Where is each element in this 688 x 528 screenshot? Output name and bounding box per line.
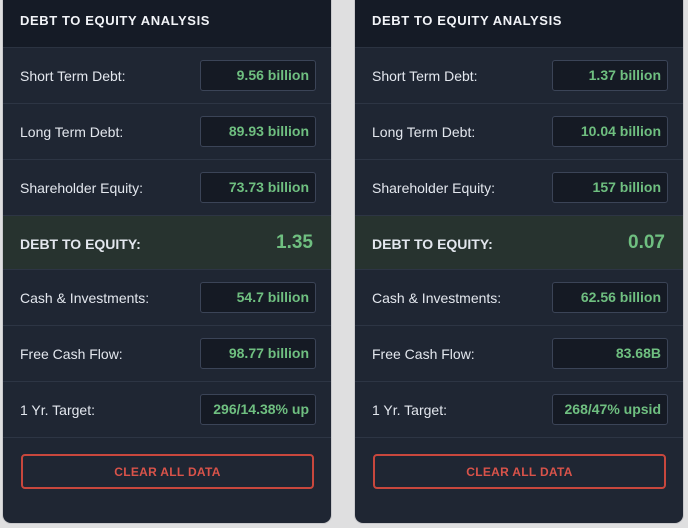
field-label: Long Term Debt: [372,124,476,140]
field-row: Free Cash Flow: 98.77 billion [3,326,331,382]
field-value[interactable]: 10.04 billion [552,116,668,147]
field-label: Cash & Investments: [20,290,150,306]
field-row: Shareholder Equity: 157 billion [355,160,683,216]
ratio-label: DEBT TO EQUITY: [20,236,141,252]
field-value[interactable]: 268/47% upsid [552,394,668,425]
field-value[interactable]: 1.37 billion [552,60,668,91]
ratio-row: DEBT TO EQUITY: 0.07 [355,216,683,270]
field-row: Free Cash Flow: 83.68B [355,326,683,382]
field-row: Long Term Debt: 10.04 billion [355,104,683,160]
field-row: Short Term Debt: 9.56 billion [3,48,331,104]
field-row: Long Term Debt: 89.93 billion [3,104,331,160]
clear-button[interactable]: CLEAR ALL DATA [373,454,666,489]
analysis-panel: DEBT TO EQUITY ANALYSIS Short Term Debt: 1… [355,0,683,523]
field-row: Cash & Investments: 62.56 billion [355,270,683,326]
field-value[interactable]: 54.7 billion [200,282,316,313]
field-label: 1 Yr. Target: [372,402,447,418]
clear-button[interactable]: CLEAR ALL DATA [21,454,314,489]
analysis-panel: DEBT TO EQUITY ANALYSIS Short Term Debt: 9… [3,0,331,523]
field-value[interactable]: 9.56 billion [200,60,316,91]
field-label: Cash & Investments: [372,290,502,306]
field-value[interactable]: 89.93 billion [200,116,316,147]
field-row: Shareholder Equity: 73.73 billion [3,160,331,216]
field-label: Free Cash Flow: [372,346,475,362]
ratio-label: DEBT TO EQUITY: [372,236,493,252]
field-value[interactable]: 157 billion [552,172,668,203]
field-row: 1 Yr. Target: 296/14.38% up [3,382,331,438]
panel-title: DEBT TO EQUITY ANALYSIS [3,0,331,48]
ratio-value: 0.07 [628,232,665,253]
field-label: Long Term Debt: [20,124,124,140]
field-row: Short Term Debt: 1.37 billion [355,48,683,104]
field-value[interactable]: 296/14.38% up [200,394,316,425]
field-value[interactable]: 83.68B [552,338,668,369]
field-row: Cash & Investments: 54.7 billion [3,270,331,326]
field-label: Free Cash Flow: [20,346,123,362]
field-label: Short Term Debt: [20,68,126,84]
panel-title: DEBT TO EQUITY ANALYSIS [355,0,683,48]
ratio-row: DEBT TO EQUITY: 1.35 [3,216,331,270]
field-label: 1 Yr. Target: [20,402,95,418]
ratio-value: 1.35 [276,232,313,253]
field-label: Shareholder Equity: [20,180,143,196]
field-row: 1 Yr. Target: 268/47% upsid [355,382,683,438]
field-value[interactable]: 73.73 billion [200,172,316,203]
field-value[interactable]: 98.77 billion [200,338,316,369]
field-label: Shareholder Equity: [372,180,495,196]
field-value[interactable]: 62.56 billion [552,282,668,313]
field-label: Short Term Debt: [372,68,478,84]
